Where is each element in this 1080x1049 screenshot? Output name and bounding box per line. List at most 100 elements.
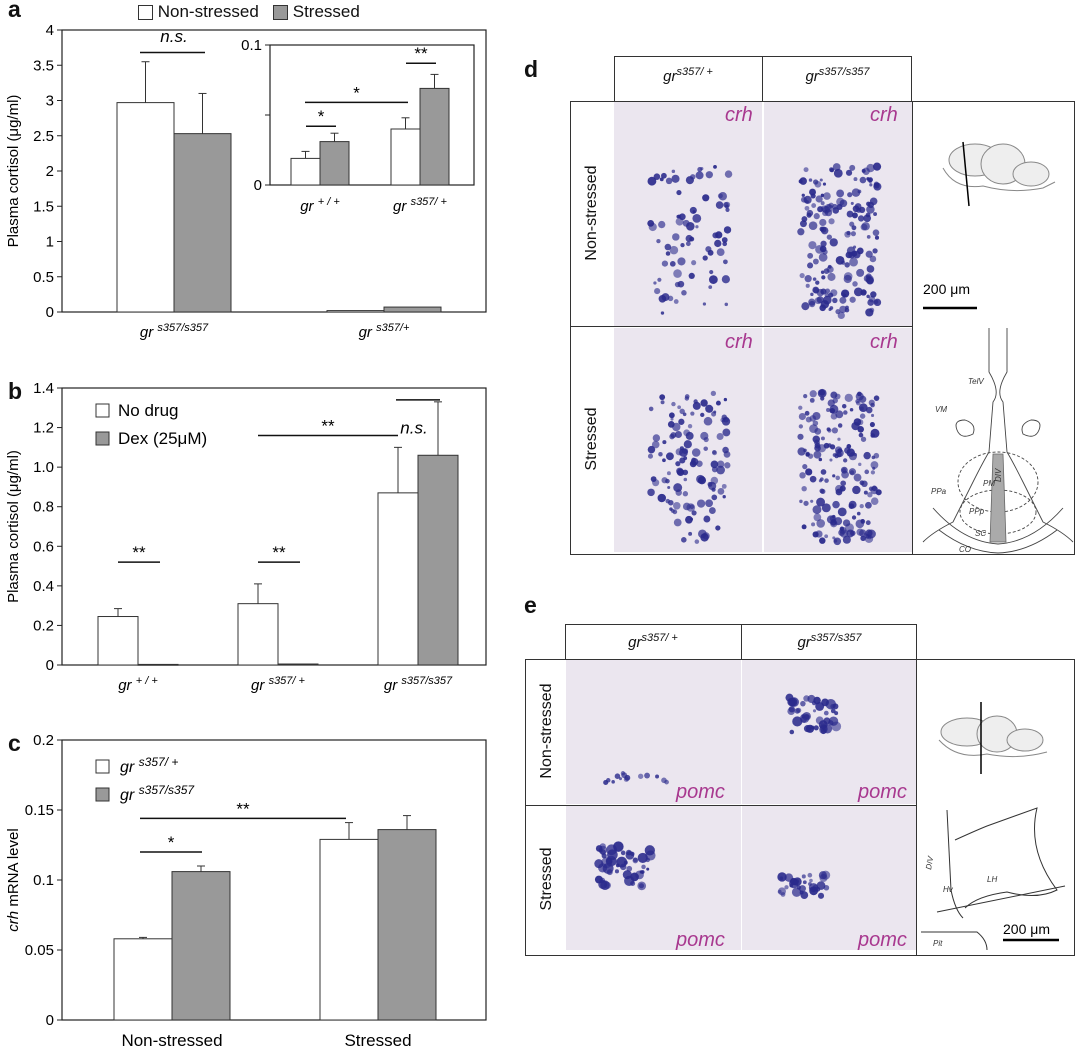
crh-image-2-left-cell [675,461,681,467]
pomc-image-1-cell [830,708,836,714]
crh-cell [865,212,871,218]
crh-cell [873,182,880,189]
crh-cell [866,294,870,299]
pomc-image-1-cell [820,728,827,735]
crh-image-2-left-cell [681,537,687,543]
legend-a: Non-stressed Stressed [138,2,360,22]
crh-image-3-left-cell [826,407,831,412]
crh-cell [870,461,879,469]
crh-cell [866,234,871,239]
pomc-image-2-cell [625,849,632,856]
y-tick-label-a-5: 2.5 [33,128,54,145]
crh-cell [860,223,868,231]
crh-cell [872,162,882,171]
crh-cell [710,390,717,397]
y-tick-label-a-2: 1 [46,234,54,251]
crh-image-3-left-cell [819,537,826,544]
crh-image-0-left [614,102,762,326]
crh-cell [703,416,713,426]
crh-cell [865,250,873,258]
brain-lateral-icon [938,715,1048,758]
crh-image-3-left-cell [816,497,826,507]
pomc-image-2-cell [622,870,632,880]
pomc-image-0-cell [664,779,669,785]
crh-cell [691,260,697,266]
pomc-image-2-bg [566,806,741,950]
crh-image-1-left-cell [820,288,827,295]
pomc-image-2-cell [606,844,617,856]
crh-cell [873,452,880,459]
crh-image-1-left-cell [820,226,827,233]
crh-cell [851,225,857,231]
hypothalamus-schematic [921,807,1066,951]
crh-cell [873,299,879,305]
crh-cell [710,476,719,485]
crh-cell [705,499,713,508]
crh-cell [695,171,704,180]
crh-cell [851,421,860,431]
crh-cell [859,413,866,419]
crh-image-0-left-cell [671,174,680,183]
crh-cell [716,248,725,257]
crh-cell [837,507,847,517]
crh-cell [694,539,700,544]
crh-cell [867,177,872,183]
panel-label-a: a [8,0,21,22]
crh-image-0-left-cell [672,233,680,241]
crh-cell [702,194,710,202]
crh-image-2-left-cell [651,440,660,449]
legend-label-stressed: Stressed [292,2,360,21]
crh-image-3-left-cell [827,428,832,433]
x-tick-label-b-2: gr s357/s357 [384,675,453,694]
crh-cell [691,448,701,457]
crh-image-3-left-cell [820,488,826,495]
x-tick-label-a-inset-0: gr + / + [300,196,340,215]
crh-cell [693,399,698,404]
crh-image-0-left-cell [675,217,684,226]
crh-cell [710,460,719,469]
crh-image-0-left-cell [676,190,682,196]
gene-label-pomc-4: pomc [858,929,907,951]
pomc-image-1-cell [823,710,829,716]
crh-image-0-left-cell [665,177,673,185]
crh-cell [859,503,864,509]
crh-image-1-left-cell [828,307,832,312]
crh-cell [869,255,877,263]
crh-image-1-left-cell [799,272,805,279]
crh-image-0-left-cell [677,257,686,266]
crh-image-2-left-cell [682,469,689,476]
crh-image-1-left-cell [799,220,807,228]
crh-image-1-left-cell [818,252,828,262]
pomc-image-2-cell [616,856,627,868]
y-tick-label-c-4: 0.2 [33,732,54,749]
crh-cell [853,177,858,182]
panel-label-d: d [524,56,539,82]
crh-cell [856,528,864,536]
panel-e-col1-header: grs357/ + [628,632,678,651]
region-label-co: CO [959,545,971,554]
crh-cell [705,246,712,253]
crh-cell [851,515,857,520]
crh-image-3-left-cell [813,450,822,459]
crh-image-2-left-cell [682,491,689,497]
bar-c-het-0 [113,938,173,1021]
crh-image-2-left-cell [679,446,684,451]
pomc-image-2-cell [605,855,617,867]
legend-c-label-0: gr s357/ + [120,755,178,776]
crh-cell [840,466,848,474]
crh-image-1-left-cell [827,272,836,281]
pomc-image-2-cell [632,857,638,863]
crh-image-1-left-bg [764,102,912,326]
panel-e-row1-label: Non-stressed [538,683,555,779]
y-tick-label-b-0: 0 [46,657,54,674]
pomc-ish-images [566,660,916,950]
crh-cell [843,274,852,284]
region-label-ppp: PPp [969,507,985,516]
crh-cell [849,470,855,475]
gene-label-pomc-1: pomc [676,781,725,803]
crh-cell [845,169,853,176]
crh-image-3-left-cell [811,522,816,527]
bar-a-inset-stressed-0 [319,141,350,186]
crh-image-3-left-cell [831,427,838,434]
bar-b-nodrug-2 [377,492,419,666]
